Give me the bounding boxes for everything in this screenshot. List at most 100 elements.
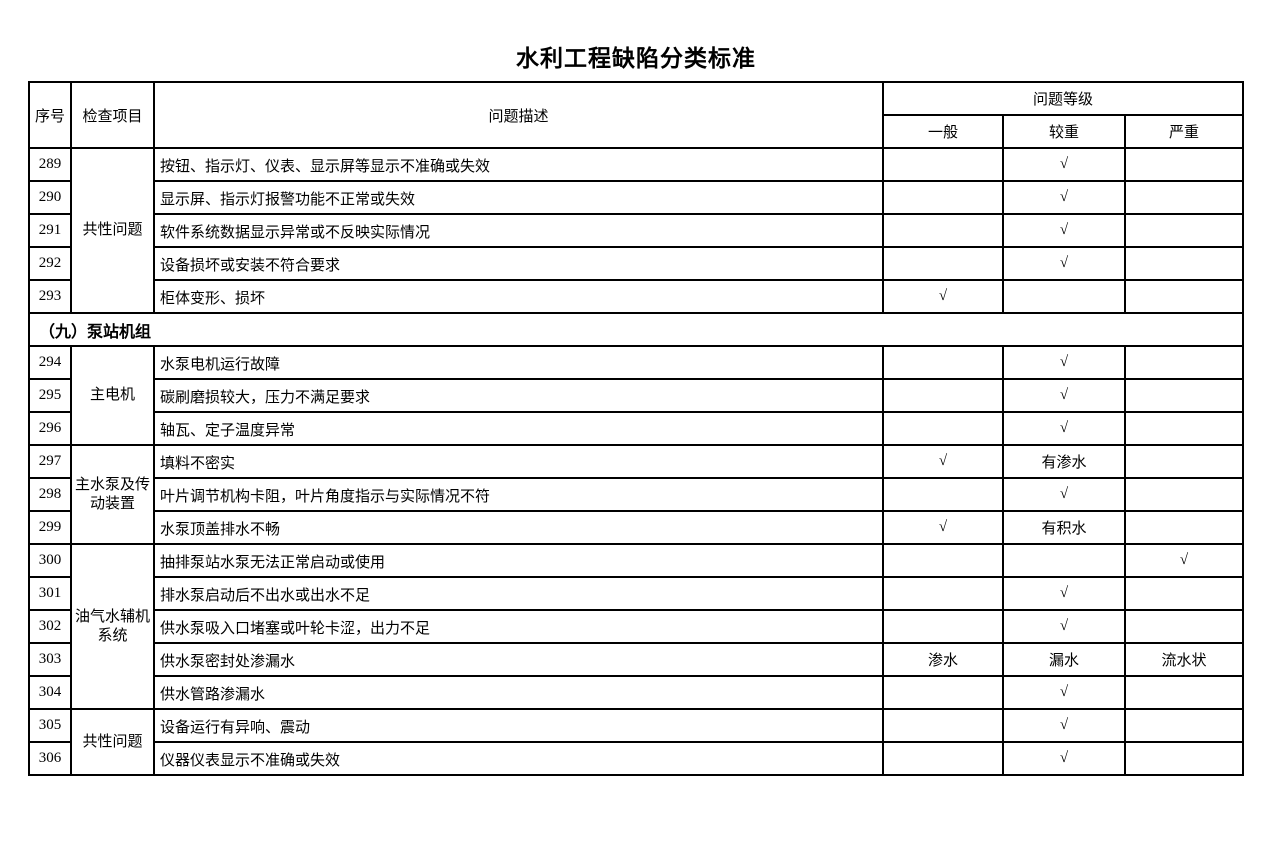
level-cell-severe xyxy=(1124,576,1244,611)
header-row-2: 一般 较重 严重 xyxy=(29,114,1244,149)
level-cell-serious: 有积水 xyxy=(1002,510,1126,545)
description-cell: 软件系统数据显示异常或不反映实际情况 xyxy=(153,213,884,248)
description-cell: 按钮、指示灯、仪表、显示屏等显示不准确或失效 xyxy=(153,147,884,182)
description-cell: 填料不密实 xyxy=(153,444,884,479)
header-level-serious: 较重 xyxy=(1002,114,1126,149)
section-row: （九）泵站机组 xyxy=(28,312,1244,347)
table-row: 305 共性问题 设备运行有异响、震动 √ xyxy=(28,708,1244,776)
level-cell-severe: √ xyxy=(1124,543,1244,578)
serial-cell: 293 xyxy=(28,279,72,314)
level-cell-serious: √ xyxy=(1002,378,1126,413)
serial-cell: 295 xyxy=(28,378,72,413)
level-cell-general: √ xyxy=(882,444,1004,479)
page-title: 水利工程缺陷分类标准 xyxy=(516,45,756,71)
table-body: 289 共性问题 按钮、指示灯、仪表、显示屏等显示不准确或失效 √ 290 显示屏、指示灯… xyxy=(28,147,1244,776)
table-row: 296 轴瓦、定子温度异常 √ xyxy=(28,411,1244,446)
table-row: 304 供水管路渗漏水 √ xyxy=(28,675,1244,710)
level-cell-general xyxy=(882,378,1004,413)
table-row: 302 供水泵吸入口堵塞或叶轮卡涩，出力不足 √ xyxy=(28,609,1244,644)
level-cell-serious: √ xyxy=(1002,345,1126,380)
level-cell-severe xyxy=(1124,477,1244,512)
level-cell-general xyxy=(882,675,1004,710)
level-cell-general: √ xyxy=(882,510,1004,545)
table-row: 291 软件系统数据显示异常或不反映实际情况 √ xyxy=(28,213,1244,248)
level-cell-severe xyxy=(1124,708,1244,743)
serial-cell: 304 xyxy=(28,675,72,710)
level-cell-severe xyxy=(1124,675,1244,710)
level-cell-general xyxy=(882,609,1004,644)
description-cell: 水泵顶盖排水不畅 xyxy=(153,510,884,545)
table-row: 298 叶片调节机构卡阻，叶片角度指示与实际情况不符 √ xyxy=(28,477,1244,512)
table-row: 306 仪器仪表显示不准确或失效 √ xyxy=(28,741,1244,776)
description-cell: 碳刷磨损较大，压力不满足要求 xyxy=(153,378,884,413)
level-cell-serious xyxy=(1002,279,1126,314)
level-cell-serious: √ xyxy=(1002,411,1126,446)
table-row: 293 柜体变形、损坏 √ xyxy=(28,279,1244,314)
table-row: 292 设备损坏或安装不符合要求 √ xyxy=(28,246,1244,281)
serial-cell: 290 xyxy=(28,180,72,215)
inspection-item-cell: 共性问题 xyxy=(70,147,155,314)
defect-classification-table: 序号 检查项目 问题描述 问题等级 一般 较重 严重 289 共性问题 按钮、指示灯… xyxy=(28,81,1244,776)
header-serial: 序号 xyxy=(28,81,72,149)
description-cell: 设备损坏或安装不符合要求 xyxy=(153,246,884,281)
serial-cell: 294 xyxy=(28,345,72,380)
level-cell-severe: 流水状 xyxy=(1124,642,1244,677)
level-cell-serious: √ xyxy=(1002,246,1126,281)
level-cell-severe xyxy=(1124,378,1244,413)
level-cell-severe xyxy=(1124,180,1244,215)
description-cell: 水泵电机运行故障 xyxy=(153,345,884,380)
level-cell-serious: √ xyxy=(1002,180,1126,215)
description-cell: 显示屏、指示灯报警功能不正常或失效 xyxy=(153,180,884,215)
table-row: 295 碳刷磨损较大，压力不满足要求 √ xyxy=(28,378,1244,413)
serial-cell: 301 xyxy=(28,576,72,611)
level-cell-serious: 有渗水 xyxy=(1002,444,1126,479)
table-row: 301 排水泵启动后不出水或出水不足 √ xyxy=(28,576,1244,611)
level-cell-severe xyxy=(1124,147,1244,182)
serial-cell: 291 xyxy=(28,213,72,248)
inspection-item-cell: 主水泵及传动装置 xyxy=(70,444,155,545)
level-cell-general xyxy=(882,246,1004,281)
level-cell-severe xyxy=(1124,609,1244,644)
level-cell-general xyxy=(882,213,1004,248)
level-cell-serious: √ xyxy=(1002,675,1126,710)
level-cell-severe xyxy=(1124,510,1244,545)
serial-cell: 302 xyxy=(28,609,72,644)
serial-cell: 296 xyxy=(28,411,72,446)
description-cell: 排水泵启动后不出水或出水不足 xyxy=(153,576,884,611)
serial-cell: 306 xyxy=(28,741,72,776)
level-cell-severe xyxy=(1124,279,1244,314)
description-cell: 仪器仪表显示不准确或失效 xyxy=(153,741,884,776)
table-row: 297 主水泵及传动装置 填料不密实 √ 有渗水 xyxy=(28,444,1244,545)
description-cell: 设备运行有异响、震动 xyxy=(153,708,884,743)
level-cell-general xyxy=(882,708,1004,743)
level-cell-general xyxy=(882,345,1004,380)
serial-cell: 292 xyxy=(28,246,72,281)
serial-cell: 289 xyxy=(28,147,72,182)
level-cell-serious: √ xyxy=(1002,576,1126,611)
header-description: 问题描述 xyxy=(153,81,884,149)
description-cell: 供水泵密封处渗漏水 xyxy=(153,642,884,677)
level-cell-severe xyxy=(1124,345,1244,380)
level-cell-severe xyxy=(1124,213,1244,248)
table-row: 303 供水泵密封处渗漏水 渗水 漏水 流水状 xyxy=(28,642,1244,677)
level-cell-general xyxy=(882,576,1004,611)
inspection-item-cell: 主电机 xyxy=(70,345,155,446)
table-row: 299 水泵顶盖排水不畅 √ 有积水 xyxy=(28,510,1244,545)
level-cell-serious: √ xyxy=(1002,477,1126,512)
level-cell-general xyxy=(882,180,1004,215)
table-row: 289 共性问题 按钮、指示灯、仪表、显示屏等显示不准确或失效 √ xyxy=(28,147,1244,314)
inspection-item-cell: 油气水辅机系统 xyxy=(70,543,155,710)
description-cell: 轴瓦、定子温度异常 xyxy=(153,411,884,446)
level-cell-serious: √ xyxy=(1002,147,1126,182)
level-cell-serious: √ xyxy=(1002,708,1126,743)
level-cell-severe xyxy=(1124,246,1244,281)
serial-cell: 305 xyxy=(28,708,72,743)
description-cell: 供水泵吸入口堵塞或叶轮卡涩，出力不足 xyxy=(153,609,884,644)
section-label: （九）泵站机组 xyxy=(28,312,1244,347)
level-cell-serious: √ xyxy=(1002,213,1126,248)
level-cell-general: 渗水 xyxy=(882,642,1004,677)
description-cell: 叶片调节机构卡阻，叶片角度指示与实际情况不符 xyxy=(153,477,884,512)
serial-cell: 297 xyxy=(28,444,72,479)
serial-cell: 299 xyxy=(28,510,72,545)
description-cell: 抽排泵站水泵无法正常启动或使用 xyxy=(153,543,884,578)
